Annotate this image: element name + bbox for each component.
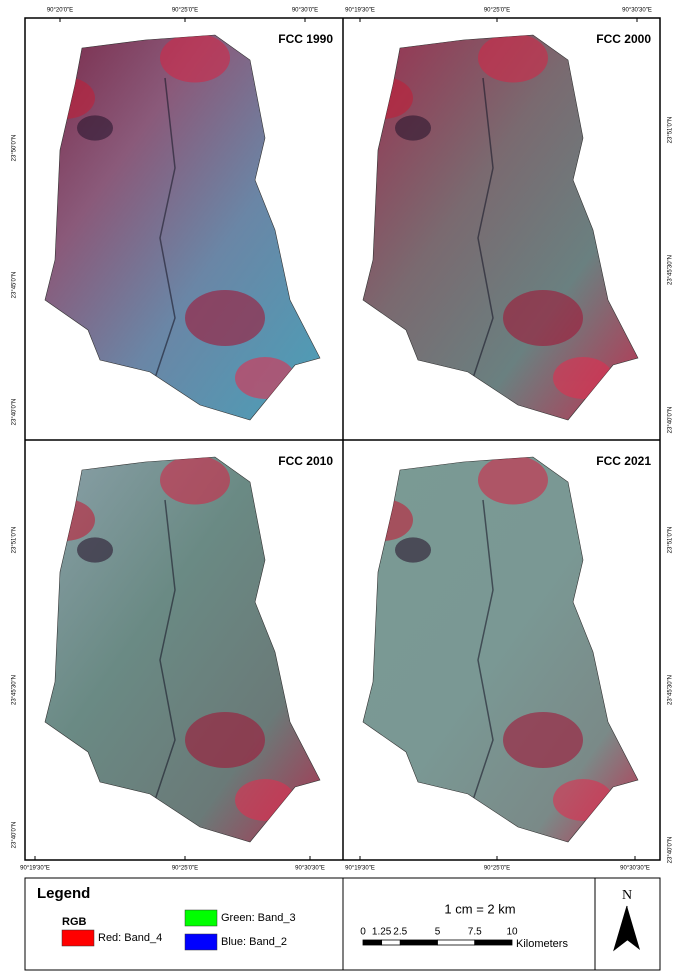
y-coordinate-label: 23°51'0"N	[12, 527, 18, 554]
scale-ratio: 1 cm = 2 km	[444, 901, 515, 916]
land-cover-patch	[77, 537, 113, 563]
texture	[45, 35, 295, 399]
legend-swatch	[61, 929, 95, 947]
land-cover-patch	[503, 290, 583, 346]
legend-group: RGB	[62, 916, 87, 928]
scale-unit: Kilometers	[516, 938, 568, 950]
land-cover-patch	[363, 77, 413, 119]
land-cover-patch	[45, 499, 95, 541]
scale-segment	[399, 939, 438, 946]
land-cover-patch	[45, 77, 95, 119]
north-label: N	[622, 888, 632, 903]
north-arrow	[627, 906, 640, 950]
panel-title: FCC 1990	[278, 32, 333, 46]
x-coordinate-label: 90°25'0"E	[484, 866, 510, 872]
map-panel: FCC 2021	[362, 454, 651, 843]
river	[472, 499, 494, 801]
land-cover-patch	[503, 712, 583, 768]
river	[472, 77, 494, 379]
x-coordinate-label: 90°30'30"E	[622, 8, 652, 14]
panel-title: FCC 2000	[596, 32, 651, 46]
land-cover-patch	[363, 499, 413, 541]
x-coordinate-label: 90°30'0"E	[292, 8, 318, 14]
scale-segment	[381, 939, 401, 946]
legend-swatch	[184, 909, 218, 927]
y-coordinate-label: 23°51'0"N	[668, 527, 674, 554]
river	[154, 77, 176, 379]
land-cover-patch	[185, 290, 265, 346]
land-cover-patch	[160, 457, 230, 505]
y-coordinate-label: 23°45'30"N	[668, 255, 674, 285]
land-cover-patch	[185, 712, 265, 768]
scale-tick-label: 7.5	[468, 927, 482, 938]
scale-tick-label: 10	[506, 927, 518, 938]
legend-swatch	[184, 933, 218, 951]
scale-tick-label: 2.5	[393, 927, 407, 938]
y-coordinate-label: 23°40'0"N	[668, 407, 674, 434]
legend-label: Blue: Band_2	[221, 936, 287, 948]
legend-title: Legend	[37, 885, 90, 902]
land-cover-patch	[553, 779, 613, 821]
land-cover-patch	[77, 115, 113, 141]
x-coordinate-label: 90°25'0"E	[172, 866, 198, 872]
land-cover-patch	[235, 779, 295, 821]
y-coordinate-label: 23°45'30"N	[668, 675, 674, 705]
land-cover-patch	[553, 357, 613, 399]
map-panel: FCC 2000	[362, 32, 651, 421]
scale-tick-label: 1.25	[372, 927, 392, 938]
scale-tick-label: 5	[435, 927, 441, 938]
scale-segment	[437, 939, 476, 946]
legend-label: Red: Band_4	[98, 932, 162, 944]
x-coordinate-label: 90°30'30"E	[620, 866, 650, 872]
x-coordinate-label: 90°19'30"E	[345, 866, 375, 872]
y-coordinate-label: 23°45'30"N	[12, 675, 18, 705]
y-coordinate-label: 23°40'0"N	[12, 399, 18, 426]
map-panel: FCC 1990	[44, 32, 333, 421]
x-coordinate-label: 90°19'30"E	[345, 8, 375, 14]
land-cover-patch	[160, 35, 230, 83]
map-panel: FCC 2010	[44, 454, 333, 843]
land-cover-patch	[478, 35, 548, 83]
scale-segment	[362, 939, 383, 946]
panel-title: FCC 2010	[278, 454, 333, 468]
legend-label: Green: Band_3	[221, 912, 296, 924]
river	[154, 499, 176, 801]
footer: Legend RGB 1 cm = 2 km Kilometers N	[24, 877, 661, 971]
land-cover-patch	[235, 357, 295, 399]
x-coordinate-label: 90°25'0"E	[172, 8, 198, 14]
land-cover-patch	[395, 537, 431, 563]
x-coordinate-label: 90°25'0"E	[484, 8, 510, 14]
scale-tick-label: 0	[360, 927, 366, 938]
land-cover-patch	[395, 115, 431, 141]
y-coordinate-label: 23°40'0"N	[12, 822, 18, 849]
north-arrow	[613, 905, 628, 952]
land-cover-patch	[478, 457, 548, 505]
panel-title: FCC 2021	[596, 454, 651, 468]
y-coordinate-label: 23°40'0"N	[668, 837, 674, 864]
y-coordinate-label: 23°51'0"N	[668, 117, 674, 144]
y-coordinate-label: 23°45'0"N	[12, 272, 18, 299]
x-coordinate-label: 90°19'30"E	[20, 866, 50, 872]
scale-segment	[474, 939, 513, 946]
y-coordinate-label: 23°50'0"N	[12, 135, 18, 162]
x-coordinate-label: 90°30'30"E	[295, 866, 325, 872]
x-coordinate-label: 90°20'0"E	[47, 8, 73, 14]
